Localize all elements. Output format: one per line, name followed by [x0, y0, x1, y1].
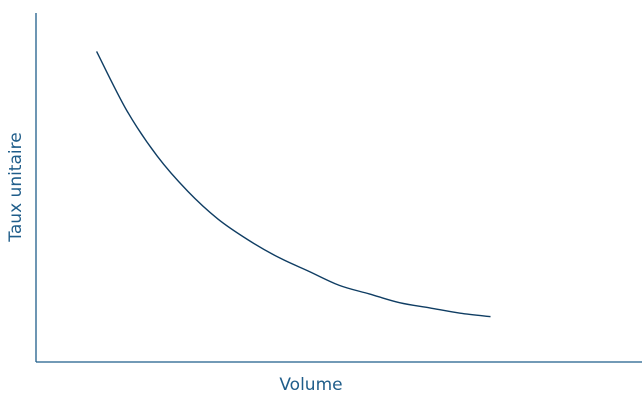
x-axis-label: Volume [279, 375, 342, 394]
series-line-0 [95, 51, 491, 318]
series-layer [95, 51, 491, 318]
y-axis-label: Taux unitaire [6, 132, 26, 242]
